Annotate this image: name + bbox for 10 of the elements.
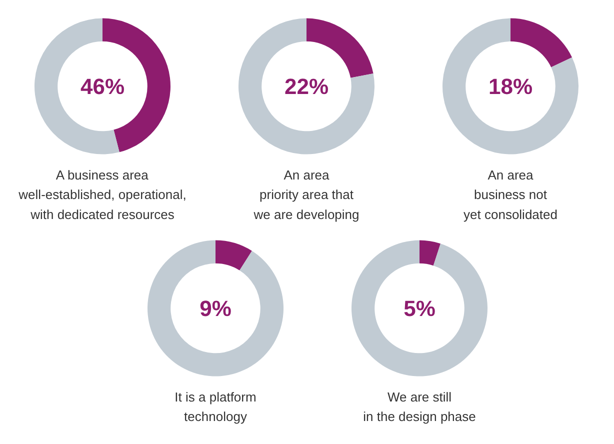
text: 9% — [200, 296, 232, 321]
text: A business area well-established, operational, with dedicated resources — [18, 167, 186, 222]
text: 5% — [404, 296, 436, 321]
text: 18% — [488, 74, 533, 99]
text: An area business not yet consolidated — [464, 167, 558, 222]
text: We are still in the design phase — [363, 389, 476, 424]
text: It is a platform technology — [174, 389, 256, 424]
text: 22% — [284, 74, 329, 99]
text: An area priority area that we are developing — [252, 167, 360, 222]
text: 46% — [80, 74, 125, 99]
